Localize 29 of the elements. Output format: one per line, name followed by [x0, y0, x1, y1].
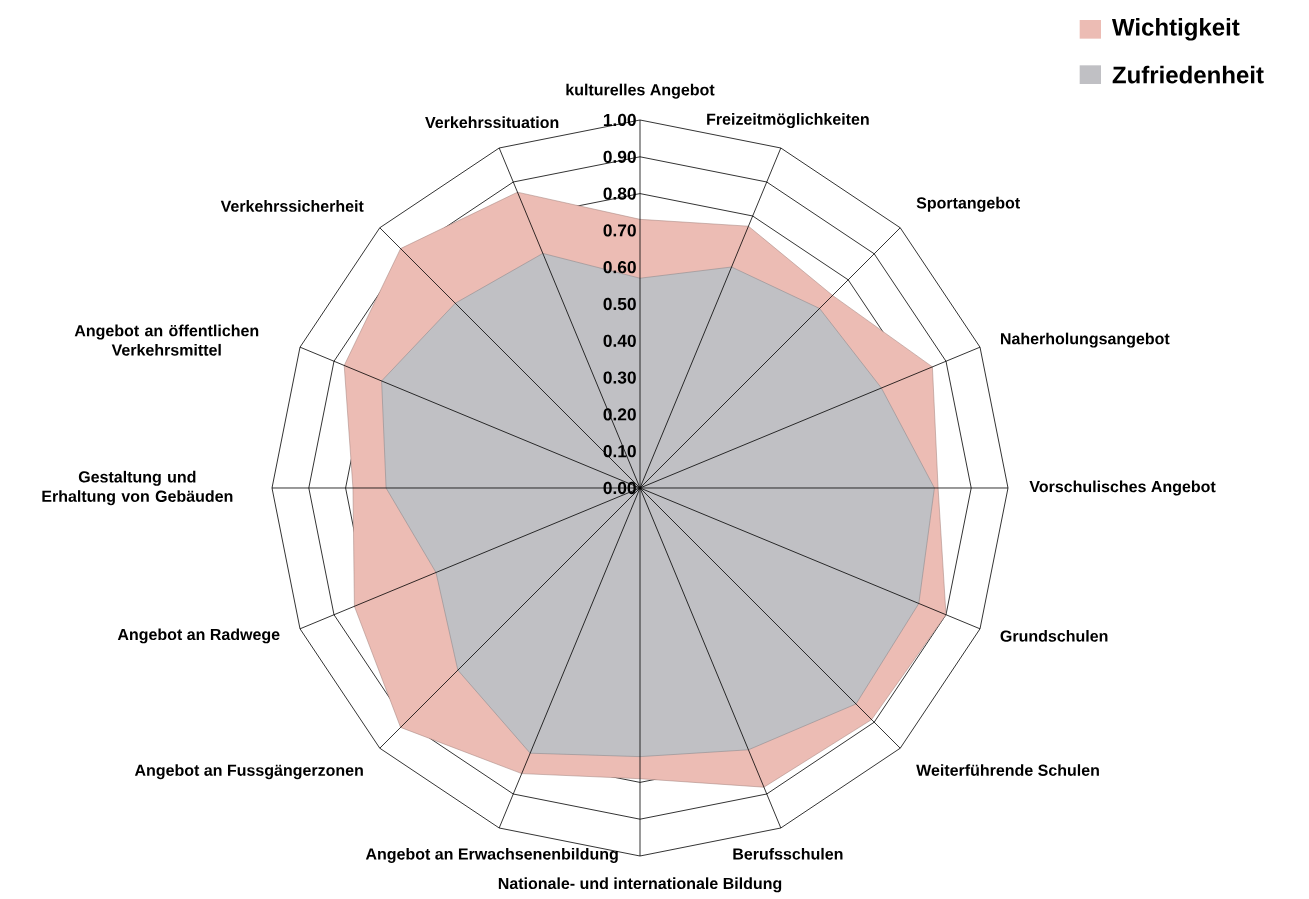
- spoke-label: Grundschulen: [1000, 630, 1108, 642]
- spoke-label: Angebot an Radwege: [117, 628, 280, 644]
- spoke-label: Nationale- und internationale Bildung: [498, 877, 782, 893]
- spoke-label: Verkehrssituation: [425, 116, 559, 129]
- spoke-label: Berufsschulen: [733, 847, 843, 860]
- spoke-label: Angebot an Erwachsenenbildung: [365, 847, 618, 863]
- spoke-label: Gestaltung und Erhaltung von Gebäuden: [42, 470, 233, 506]
- y-tick-label: 0.20: [603, 408, 636, 421]
- spoke-label: Vorschulisches Angebot: [1029, 480, 1216, 496]
- legend-label: Zufriedenheit: [1112, 65, 1264, 84]
- spoke-label: Weiterführende Schulen: [916, 764, 1099, 776]
- y-tick-label: 0.10: [603, 445, 636, 458]
- spoke-label: Sportangebot: [916, 196, 1020, 212]
- spoke-label: Freizeitmöglichkeiten: [707, 113, 869, 129]
- y-tick-label: 1.00: [603, 113, 636, 127]
- spoke-label: kulturelles Angebot: [566, 83, 715, 99]
- y-tick-label: 0.90: [603, 150, 636, 163]
- spoke-label: Angebot an Fussgängerzonen: [134, 764, 363, 780]
- y-tick-label: 0.30: [603, 371, 636, 384]
- legend-label: Wichtigkeit: [1111, 18, 1240, 41]
- y-tick-label: 0.70: [603, 224, 636, 237]
- spoke-label: Naherholungsangebot: [1001, 332, 1170, 348]
- spoke-label: Angebot an öffentlichen Verkehrsmittel: [74, 324, 259, 356]
- y-tick-label: 0.00: [603, 481, 636, 495]
- spoke-label: Verkehrssicherheit: [220, 200, 364, 212]
- y-tick-label: 0.40: [603, 334, 636, 347]
- y-tick-label: 0.80: [603, 187, 636, 200]
- y-tick-label: 0.60: [603, 261, 636, 274]
- y-tick-label: 0.50: [603, 297, 636, 311]
